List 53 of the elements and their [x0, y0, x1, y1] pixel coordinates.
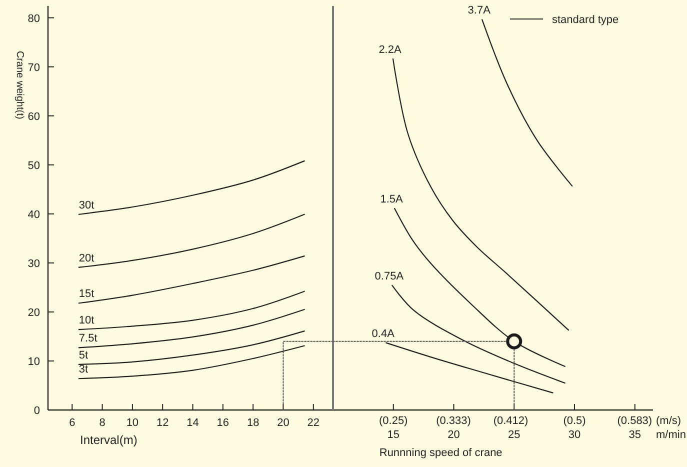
line-series — [78, 345, 305, 380]
y-tick-label: 20 — [28, 306, 40, 319]
series-label: 1.5A — [380, 193, 404, 206]
line-series — [78, 214, 305, 268]
line-series — [78, 308, 305, 348]
y-tick-label: 40 — [28, 208, 40, 221]
x2-tick-label: (0.333) — [436, 415, 471, 427]
x2-tick-label: (0.5) — [563, 415, 586, 427]
series-label: 15t — [78, 288, 94, 300]
line-series — [78, 256, 305, 304]
x-tick-label: 6 — [69, 417, 76, 429]
x2-tick-label: (0.25) — [378, 415, 408, 427]
y-tick-label: 0 — [34, 405, 40, 417]
y-tick-label: 10 — [28, 356, 40, 368]
x-tick-label: 15 — [387, 429, 400, 441]
line-series — [78, 290, 305, 330]
x-tick-label: 25 — [508, 429, 520, 441]
x-tick-label: 20 — [277, 417, 290, 429]
y-tick-label: 30 — [28, 258, 40, 270]
x-tick-label: 20 — [448, 429, 460, 441]
series-label: 0.4A — [372, 328, 396, 340]
series-label: 2.2A — [378, 44, 402, 56]
text: m/min — [656, 429, 686, 441]
series-label: 10t — [78, 314, 94, 327]
x-tick-label: 12 — [156, 417, 169, 429]
x-tick-label: 18 — [246, 417, 260, 429]
x-axis-title: Runnning speed of crane — [379, 447, 502, 459]
line-series — [78, 160, 305, 215]
series-label: 3.7A — [468, 4, 492, 17]
x-tick-label: 35 — [628, 429, 642, 441]
series-label: 0.75A — [374, 270, 404, 282]
y-tick-label: 70 — [28, 62, 40, 74]
x-tick-label: 30 — [568, 429, 581, 441]
annotation: standard type — [552, 14, 619, 26]
x-tick-label: 22 — [307, 417, 320, 429]
series-label: 5t — [78, 349, 88, 362]
series-label: 3t — [78, 364, 88, 376]
x-axis-title: Interval(m) — [80, 433, 138, 447]
x-tick-label: 10 — [126, 417, 139, 429]
series-label: 30t — [78, 199, 94, 212]
line-series — [78, 330, 305, 365]
y-tick-label: 80 — [28, 12, 40, 25]
x2-tick-label: (0.583) — [617, 415, 652, 427]
y-axis-title: Crane weight(t) — [14, 50, 25, 120]
x-tick-label: 16 — [216, 417, 230, 429]
x2-tick-label: (0.412) — [493, 415, 528, 427]
series-label: 20t — [78, 252, 94, 264]
y-tick-label: 60 — [28, 110, 40, 123]
x-tick-label: 14 — [186, 417, 199, 429]
y-tick-label: 50 — [28, 160, 40, 172]
x2-axis-title: (m/s) — [656, 415, 682, 427]
series-label: 7.5t — [78, 332, 98, 345]
x-tick-label: 8 — [99, 417, 106, 429]
